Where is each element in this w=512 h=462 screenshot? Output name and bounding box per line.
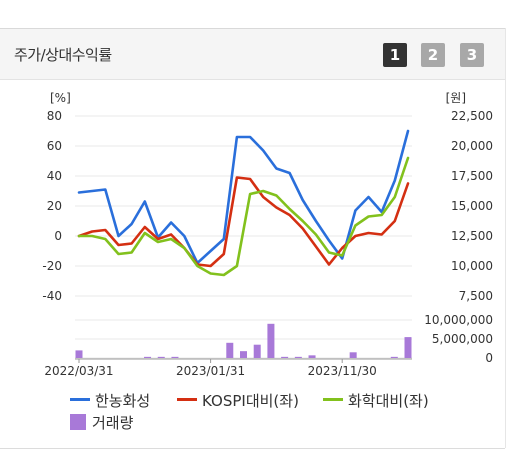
right-axis-tick: 20,000 (451, 139, 493, 153)
legend-item-company: 한농화성 (70, 391, 150, 411)
page-button-3[interactable]: 3 (460, 43, 484, 67)
legend-item-kospi: KOSPI대비(좌) (177, 391, 299, 411)
volume-bar (349, 352, 357, 358)
volume-axis-tick: 5,000,000 (432, 332, 493, 346)
left-axis-tick: 60 (47, 139, 62, 153)
legend-line-chemical (323, 398, 343, 401)
volume-bar (226, 342, 234, 358)
legend-item-chemical: 화학대비(좌) (323, 391, 429, 411)
right-axis-tick: 15,000 (451, 199, 493, 213)
legend-item-volume: 거래량 (70, 413, 133, 433)
panel-right-border (505, 28, 506, 448)
volume-bar (253, 344, 261, 358)
x-axis-tick: 2022/03/31 (44, 364, 113, 378)
volume-bar (171, 356, 179, 358)
right-axis-tick: 17,500 (451, 169, 493, 183)
left-axis-tick: 80 (47, 109, 62, 123)
volume-bar (308, 355, 316, 358)
legend-line-kospi (177, 398, 197, 401)
chart-panel-header: 주가/상대수익률 1 2 3 (0, 28, 505, 80)
right-axis-tick: 12,500 (451, 229, 493, 243)
volume-bar (267, 323, 275, 358)
series-line-chemical (77, 156, 410, 277)
page-button-1[interactable]: 1 (383, 43, 407, 67)
volume-bar (294, 356, 302, 358)
left-axis-tick: 40 (47, 169, 62, 183)
right-axis-tick: 7,500 (459, 289, 493, 303)
x-axis-tick: 2023/01/31 (176, 364, 245, 378)
right-axis-tick: 10,000 (451, 259, 493, 273)
left-axis-tick: -20 (42, 259, 62, 273)
volume-bar (144, 356, 152, 358)
stock-relative-return-chart: [%] [원] 80 22,500 60 20,000 40 17,500 20 15,000 0 1… (42, 91, 493, 378)
right-axis-tick: 22,500 (451, 109, 493, 123)
legend-label-company: 한농화성 (95, 392, 151, 410)
panel-bottom-border (0, 448, 505, 449)
left-axis-tick: 20 (47, 199, 62, 213)
legend-label-volume: 거래량 (92, 414, 134, 432)
right-axis-unit: [원] (446, 91, 466, 105)
left-axis-unit: [%] (50, 91, 71, 105)
volume-bar (390, 356, 398, 358)
left-axis-tick: -40 (42, 289, 62, 303)
volume-bar (281, 356, 289, 358)
panel-title: 주가/상대수익률 (14, 46, 112, 64)
volume-axis-tick: 10,000,000 (424, 313, 493, 327)
legend-line-company (70, 398, 90, 401)
legend-box-volume (70, 413, 86, 430)
volume-bar (75, 350, 83, 358)
page-button-2[interactable]: 2 (421, 43, 445, 67)
volume-bar (240, 351, 247, 358)
volume-axis-tick: 0 (485, 351, 493, 365)
volume-bar (157, 356, 165, 358)
legend-label-kospi: KOSPI대비(좌) (202, 392, 299, 410)
x-axis-tick: 2023/11/30 (308, 364, 377, 378)
series-line-kospi (77, 176, 410, 268)
left-axis-tick: 0 (54, 229, 62, 243)
legend-label-chemical: 화학대비(좌) (348, 392, 429, 410)
volume-bar (404, 337, 412, 358)
series-line-company (77, 129, 410, 265)
